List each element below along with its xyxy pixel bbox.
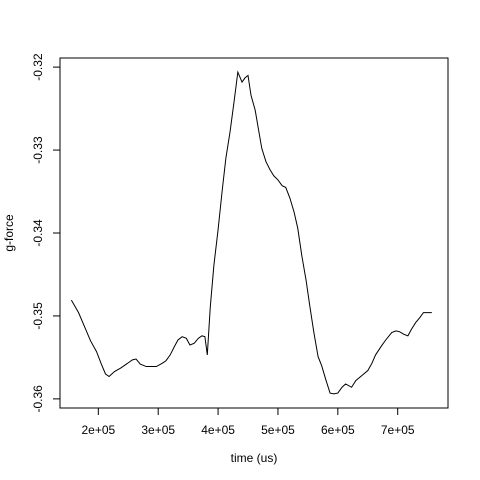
x-tick-label: 7e+05 (381, 423, 415, 437)
x-axis-label: time (us) (231, 451, 278, 465)
y-axis-label: g-force (2, 214, 16, 252)
y-tick-label: -0.32 (31, 53, 45, 81)
y-tick-label: -0.33 (31, 136, 45, 164)
x-tick-label: 2e+05 (81, 423, 115, 437)
y-tick-label: -0.34 (31, 219, 45, 247)
x-tick-label: 4e+05 (201, 423, 235, 437)
y-tick-label: -0.35 (31, 302, 45, 330)
data-line (70, 70, 432, 395)
plot-box (59, 57, 449, 409)
x-tick-label: 3e+05 (141, 423, 175, 437)
y-tick-label: -0.36 (31, 385, 45, 413)
x-tick-label: 6e+05 (321, 423, 355, 437)
x-tick-label: 5e+05 (261, 423, 295, 437)
